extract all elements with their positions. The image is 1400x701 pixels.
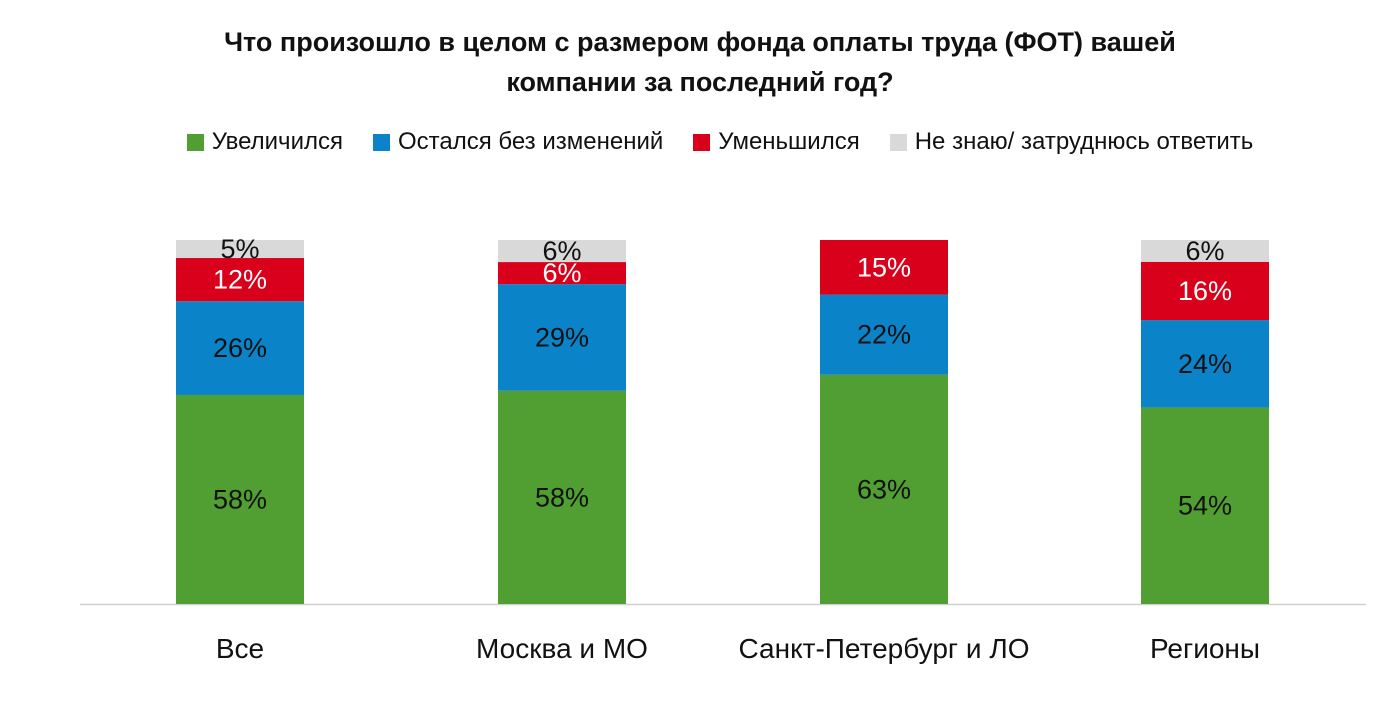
bar-segment xyxy=(820,294,948,375)
bar-segment xyxy=(176,240,304,259)
x-tick-label: Все xyxy=(216,633,264,664)
legend-item-increased: Увеличился xyxy=(186,128,343,156)
legend-item-unchanged: Остался без изменений xyxy=(372,128,664,156)
x-tick-label: Санкт-Петербург и ЛО xyxy=(739,633,1030,664)
bar-segment xyxy=(1141,261,1269,321)
x-tick-label: Москва и МО xyxy=(476,633,648,664)
legend-label: Остался без изменений xyxy=(397,128,664,155)
bar-segment xyxy=(498,262,626,285)
legend-swatch xyxy=(372,133,390,151)
data-label: 58% xyxy=(535,482,589,512)
legend-swatch xyxy=(693,133,711,151)
x-tick-label: Регионы xyxy=(1150,633,1260,664)
data-label: 12% xyxy=(213,265,267,295)
bar-segment xyxy=(498,284,626,391)
bar-segment xyxy=(498,240,626,263)
data-label: 22% xyxy=(857,320,911,350)
data-label: 5% xyxy=(220,234,259,264)
data-label: 6% xyxy=(542,236,581,266)
data-label: 58% xyxy=(213,484,267,514)
bar-segment xyxy=(1141,320,1269,408)
bar-segment xyxy=(498,390,626,604)
data-label: 29% xyxy=(535,322,589,352)
legend: Увеличился Остался без изменений Уменьши… xyxy=(0,128,1400,156)
legend-item-dont-know: Не знаю/ затруднюсь ответить xyxy=(889,128,1254,156)
data-label: 6% xyxy=(542,258,581,288)
title-line-2: компании за последний год? xyxy=(506,67,894,97)
data-label: 63% xyxy=(857,474,911,504)
legend-label: Уменьшился xyxy=(718,128,860,155)
legend-item-decreased: Уменьшился xyxy=(693,128,860,156)
legend-label: Увеличился xyxy=(211,128,343,155)
bar-segment xyxy=(1141,240,1269,262)
bar-segment xyxy=(1141,407,1269,604)
bar-segment xyxy=(820,374,948,604)
data-label: 16% xyxy=(1178,276,1232,306)
data-label: 15% xyxy=(857,252,911,282)
title-line-1: Что произошло в целом с размером фонда о… xyxy=(224,27,1176,57)
legend-swatch xyxy=(186,133,204,151)
bar-segment xyxy=(176,258,304,302)
bar-segment xyxy=(176,301,304,395)
legend-swatch xyxy=(889,133,907,151)
legend-label: Не знаю/ затруднюсь ответить xyxy=(914,128,1254,155)
data-label: 54% xyxy=(1178,491,1232,521)
bar-segment xyxy=(820,240,948,295)
data-label: 6% xyxy=(1185,236,1224,266)
chart-title: Что произошло в целом с размером фонда о… xyxy=(0,22,1400,102)
bar-segment xyxy=(176,394,304,604)
data-label: 26% xyxy=(213,333,267,363)
data-label: 24% xyxy=(1178,349,1232,379)
